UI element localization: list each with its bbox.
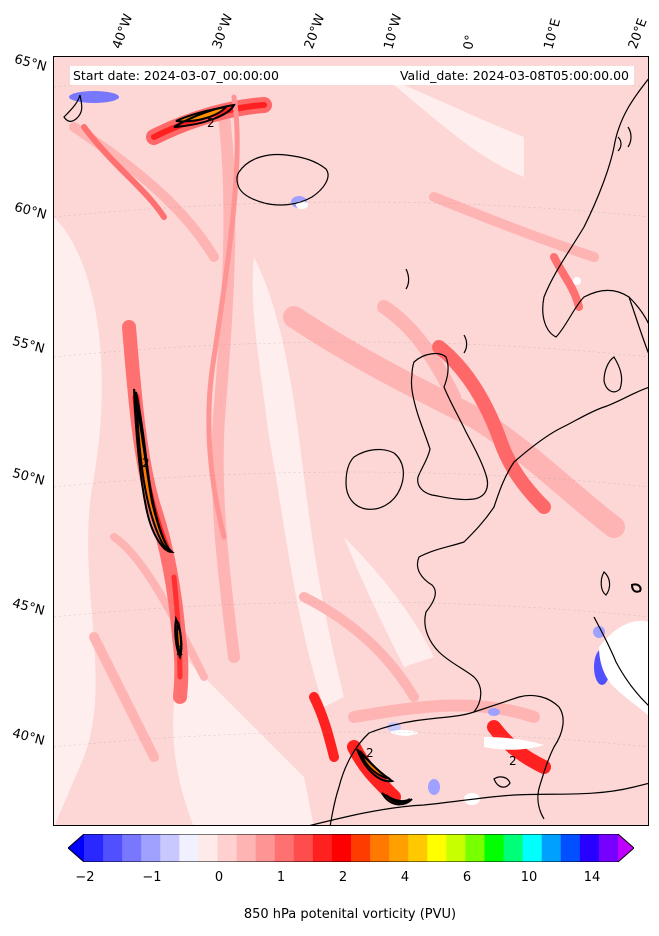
colorbar-tick: 2 (338, 870, 348, 885)
colorbar-swatch (579, 834, 600, 862)
lon-label-20w: 20°W (301, 12, 329, 51)
colorbar-swatch (274, 834, 295, 862)
colorbar-swatch (484, 834, 505, 862)
contour-label: 2 (207, 116, 215, 130)
colorbar-tick: 1 (276, 870, 286, 885)
colorbar-swatch (541, 834, 562, 862)
medium-pv-bands (69, 111, 625, 762)
colorbar-swatch (408, 834, 428, 862)
contour-label: 2 (509, 754, 517, 768)
colorbar-tick: 4 (400, 870, 410, 885)
start-date: Start date: 2024-03-07_00:00:00 (73, 68, 279, 83)
colorbar-swatch (351, 834, 371, 862)
colorbar-title: 850 hPa potenital vorticity (PVU) (243, 907, 457, 922)
colorbar-swatch (598, 834, 619, 862)
date-info-bar: Start date: 2024-03-07_00:00:00 Valid_da… (70, 66, 634, 85)
colorbar-swatch (312, 834, 333, 862)
colorbar-swatch (217, 834, 238, 862)
colorbar-swatch (236, 834, 257, 862)
map-panel: 2 2 2 2 2 (53, 56, 649, 826)
pv-map: 2 2 2 2 2 (54, 57, 648, 825)
lon-label-40w: 40°W (109, 12, 137, 51)
colorbar-swatch (370, 834, 390, 862)
colorbar-swatch (293, 834, 314, 862)
colorbar-swatch (427, 834, 447, 862)
colorbar-swatch (160, 834, 180, 862)
colorbar-extend-min (68, 834, 84, 862)
colorbar-swatch (331, 834, 352, 862)
colorbar-swatch (446, 834, 466, 862)
lon-label-30w: 30°W (209, 12, 237, 51)
valid-date: Valid_date: 2024-03-08T05:00:00.00 (399, 68, 629, 83)
lat-label-60n: 60°N (12, 200, 49, 223)
colorbar-swatch (198, 834, 218, 862)
colorbar-swatch (122, 834, 142, 862)
colorbar-tick: 0 (214, 870, 224, 885)
colorbar (68, 834, 634, 862)
pv-2-contours (133, 103, 642, 806)
colorbar-tick: 14 (583, 870, 601, 885)
colorbar-swatch (255, 834, 276, 862)
contour-label: 2 (176, 644, 184, 658)
colorbar-tick: 6 (462, 870, 472, 885)
colorbar-swatch (84, 834, 104, 862)
coastlines (63, 78, 648, 825)
colorbar-swatch (141, 834, 161, 862)
lon-label-10w: 10°W (381, 12, 406, 51)
lon-label-0: 0° (461, 33, 479, 51)
colorbar-swatch (560, 834, 581, 862)
colorbar-tick: −1 (142, 870, 162, 885)
lat-label-65n: 65°N (12, 52, 49, 75)
colorbar-swatch (389, 834, 409, 862)
colorbar-swatch (179, 834, 199, 862)
colorbar-swatch (503, 834, 524, 862)
colorbar-swatch (522, 834, 543, 862)
lon-label-10e: 10°E (541, 16, 565, 51)
lon-label-20e: 20°E (625, 16, 651, 51)
contour-labels: 2 2 2 2 2 (142, 116, 517, 768)
lat-label-40n: 40°N (10, 726, 47, 749)
colorbar-swatch (103, 834, 123, 862)
colorbar-tick: 10 (520, 870, 538, 885)
lat-label-55n: 55°N (10, 334, 47, 357)
colorbar-extend-max (618, 834, 634, 862)
lat-label-50n: 50°N (10, 466, 47, 489)
colorbar-tick: −2 (75, 870, 95, 885)
contour-label: 2 (142, 456, 150, 470)
lat-label-45n: 45°N (10, 596, 47, 619)
contour-label: 2 (366, 746, 374, 760)
colorbar-swatch (465, 834, 485, 862)
low-pv-patches (54, 77, 524, 825)
